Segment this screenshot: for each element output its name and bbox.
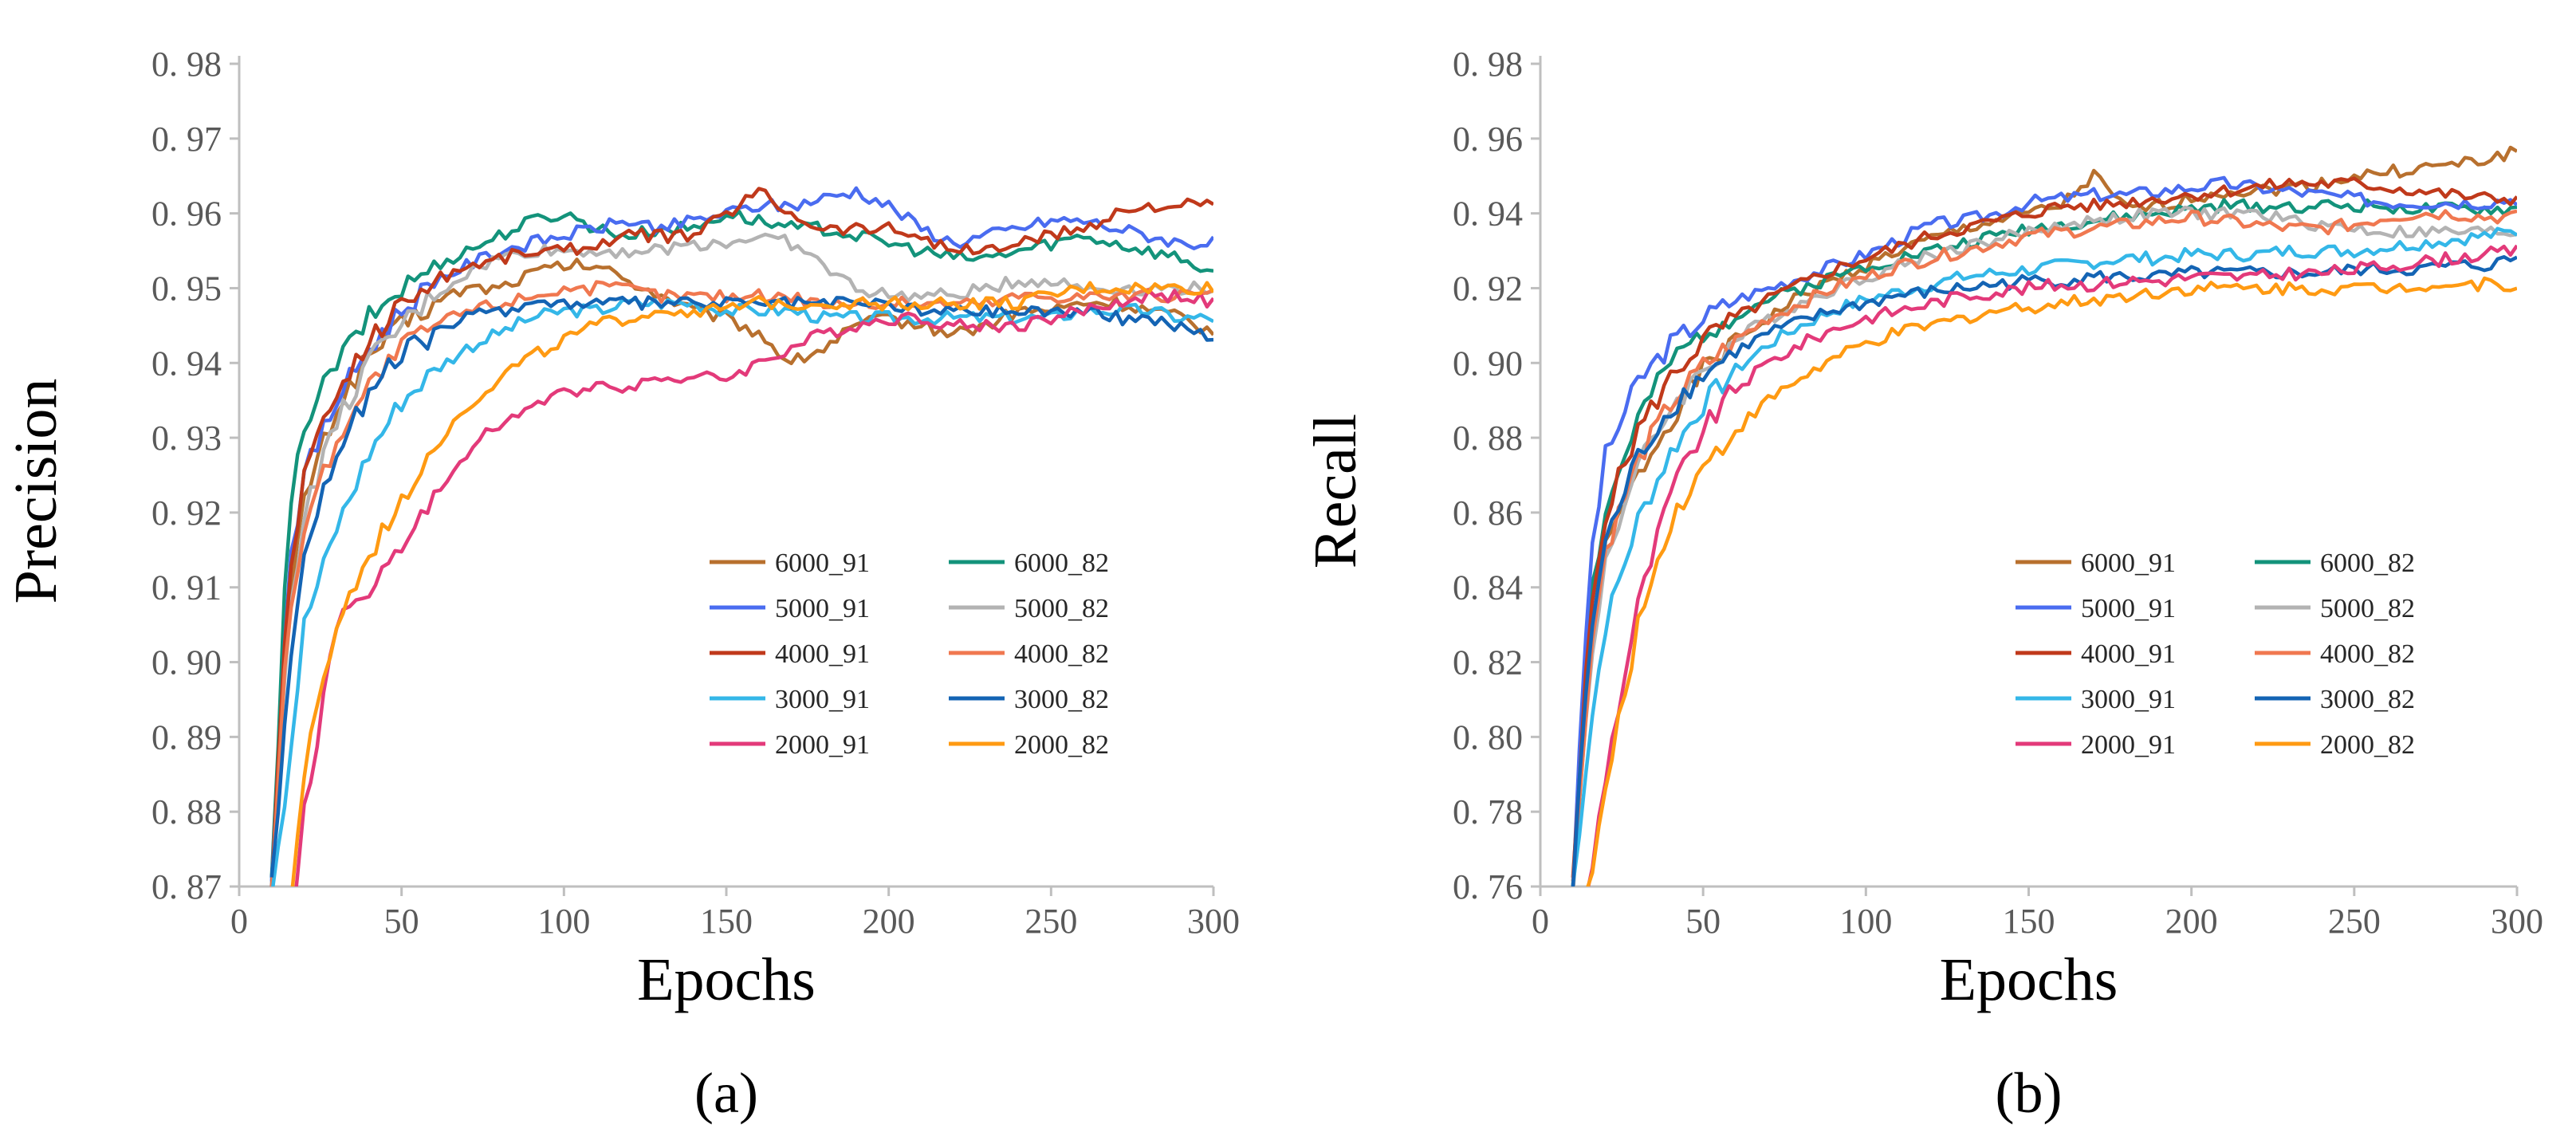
recall-x-tick-label: 150	[2003, 902, 2055, 941]
precision-x-tick-label: 50	[384, 902, 419, 941]
recall-series-line-4000_82	[1571, 209, 2517, 882]
precision-legend-label: 4000_91	[775, 639, 870, 669]
recall-x-tick-label: 50	[1685, 902, 1721, 941]
precision-legend-label: 2000_82	[1014, 730, 1109, 760]
recall-series-line-2000_91	[1586, 244, 2517, 887]
recall-series-line-3000_91	[1571, 226, 2517, 886]
precision-legend-label: 2000_91	[775, 730, 870, 760]
precision-legend-label: 5000_82	[1014, 594, 1109, 623]
precision-y-tick-label: 0. 92	[151, 493, 222, 533]
recall-legend-label: 2000_91	[2081, 730, 2176, 760]
recall-panel-label: (b)	[1996, 1061, 2063, 1125]
recall-x-tick-label: 200	[2165, 902, 2218, 941]
precision-y-tick-label: 0. 93	[151, 419, 222, 458]
precision-x-tick-label: 100	[537, 902, 590, 941]
recall-y-tick-label: 0. 78	[1453, 792, 1523, 832]
recall-y-tick-label: 0. 98	[1453, 45, 1523, 84]
precision-x-axis-label: Epochs	[637, 946, 816, 1013]
precision-legend-label: 3000_91	[775, 685, 870, 714]
precision-legend-label: 6000_91	[775, 548, 870, 578]
precision-series-line-4000_82	[269, 280, 1213, 887]
recall-x-tick-label: 250	[2328, 902, 2381, 941]
recall-y-tick-label: 0. 94	[1453, 195, 1523, 234]
recall-y-tick-label: 0. 86	[1453, 493, 1523, 533]
precision-y-tick-label: 0. 97	[151, 120, 222, 159]
precision-y-tick-label: 0. 95	[151, 269, 222, 308]
precision-legend-label: 5000_91	[775, 594, 870, 623]
recall-series-line-2000_82	[1586, 276, 2517, 887]
recall-y-tick-label: 0. 84	[1453, 568, 1523, 607]
precision-x-tick-label: 200	[863, 902, 915, 941]
precision-series-group	[269, 186, 1213, 887]
recall-y-axis-label: Recall	[1302, 414, 1369, 568]
precision-series-line-3000_82	[269, 295, 1213, 878]
precision-y-tick-label: 0. 87	[151, 867, 222, 906]
recall-legend-label: 3000_82	[2320, 685, 2415, 714]
recall-series-line-6000_82	[1571, 198, 2517, 887]
precision-y-tick-label: 0. 91	[151, 568, 222, 607]
recall-y-tick-label: 0. 96	[1453, 120, 1523, 159]
recall-series-line-4000_91	[1571, 176, 2517, 878]
precision-y-tick-label: 0. 89	[151, 718, 222, 757]
recall-y-tick-label: 0. 88	[1453, 419, 1523, 458]
precision-series-line-5000_91	[269, 186, 1213, 882]
recall-legend-label: 4000_91	[2081, 639, 2176, 669]
precision-x-tick-label: 0	[230, 902, 248, 941]
precision-x-tick-label: 150	[700, 902, 753, 941]
recall-y-tick-label: 0. 80	[1453, 718, 1523, 757]
recall-x-axis-label: Epochs	[1940, 946, 2118, 1013]
recall-y-tick-label: 0. 82	[1453, 643, 1523, 682]
precision-legend: 6000_91 6000_82 5000_91 5000_82 4000_91 4000_…	[710, 548, 1109, 760]
recall-y-tick-label: 0. 90	[1453, 344, 1523, 383]
recall-legend: 6000_91 6000_82 5000_91 5000_82 4000_91 4000_…	[2016, 548, 2415, 760]
recall-series-line-6000_91	[1571, 145, 2517, 886]
recall-chart: 0. 76 0. 78 0. 80 0. 82 0. 84 0. 86 0. 88 0. 90…	[1302, 45, 2543, 1125]
precision-y-tick-label: 0. 88	[151, 792, 222, 832]
precision-y-tick-label: 0. 98	[151, 45, 222, 84]
precision-legend-label: 4000_82	[1014, 639, 1109, 669]
precision-chart: 0. 87 0. 88 0. 89 0. 90 0. 91 0. 92 0. 93 0. 94…	[2, 45, 1240, 1125]
precision-x-tick-label: 300	[1187, 902, 1240, 941]
precision-x-tick-label: 250	[1025, 902, 1077, 941]
recall-y-tick-label: 0. 92	[1453, 269, 1523, 308]
recall-legend-label: 5000_91	[2081, 594, 2176, 623]
recall-x-tick-label: 0	[1532, 902, 1549, 941]
precision-y-tick-label: 0. 94	[151, 344, 222, 383]
precision-y-axis-label: Precision	[2, 379, 69, 604]
recall-legend-label: 2000_82	[2320, 730, 2415, 760]
recall-series-line-3000_82	[1571, 254, 2517, 887]
precision-series-line-6000_82	[269, 210, 1213, 879]
recall-legend-label: 3000_91	[2081, 685, 2176, 714]
recall-series-line-5000_91	[1571, 175, 2517, 887]
recall-legend-label: 6000_91	[2081, 548, 2176, 578]
recall-legend-label: 4000_82	[2320, 639, 2415, 669]
recall-x-tick-label: 300	[2491, 902, 2543, 941]
precision-series-line-2000_82	[290, 281, 1213, 887]
precision-series-line-6000_91	[270, 258, 1213, 887]
precision-y-tick-label: 0. 90	[151, 643, 222, 682]
precision-series-line-4000_91	[269, 187, 1213, 887]
recall-x-tick-label: 100	[1839, 902, 1892, 941]
recall-legend-label: 5000_82	[2320, 594, 2415, 623]
precision-panel-label: (a)	[694, 1061, 758, 1125]
precision-legend-label: 6000_82	[1014, 548, 1109, 578]
recall-series-group	[1571, 145, 2517, 887]
precision-legend-label: 3000_82	[1014, 685, 1109, 714]
recall-legend-label: 6000_82	[2320, 548, 2415, 578]
precision-series-line-2000_91	[294, 289, 1213, 887]
precision-y-tick-label: 0. 96	[151, 195, 222, 234]
recall-y-tick-label: 0. 76	[1453, 867, 1523, 906]
